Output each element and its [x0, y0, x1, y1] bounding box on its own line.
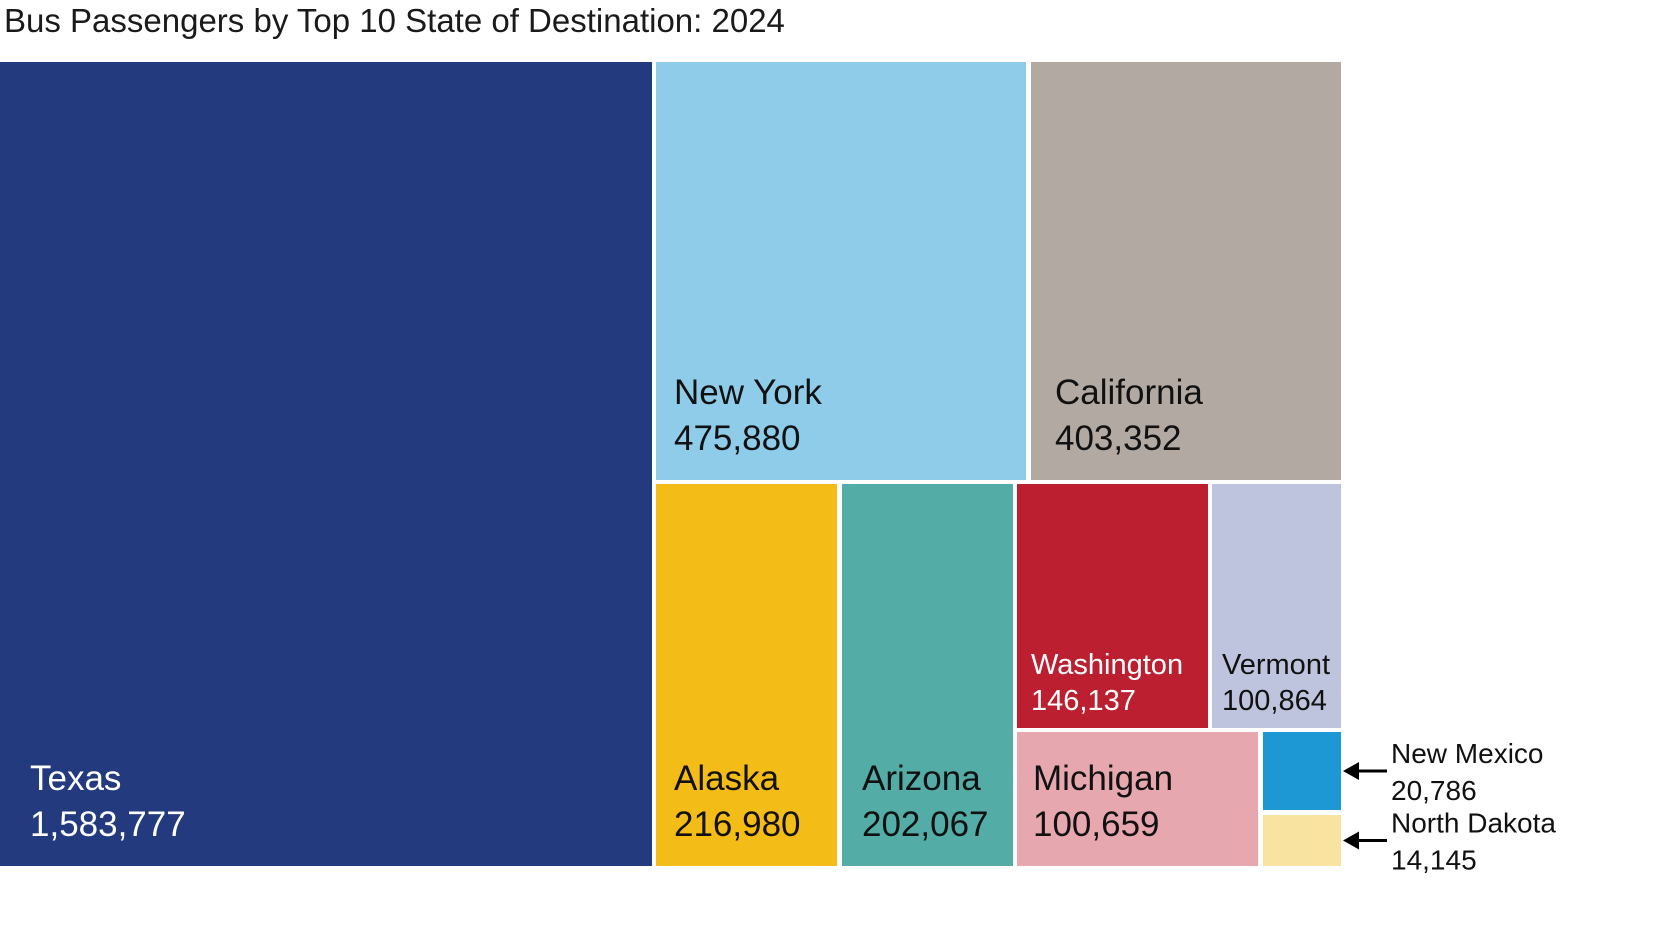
callout-arrowhead-north-dakota: [1343, 831, 1359, 850]
tile-rect-texas: [0, 62, 652, 866]
tile-rect-new-york: [656, 62, 1026, 480]
tile-texas: Texas 1,583,777: [0, 62, 652, 866]
tile-alaska: Alaska 216,980: [656, 484, 837, 866]
callout-value-new-mexico: 20,786: [1391, 775, 1477, 806]
tile-label-new-york: New York: [674, 373, 822, 412]
tile-michigan: Michigan 100,659: [1017, 732, 1258, 866]
tile-value-alaska: 216,980: [674, 805, 801, 844]
tile-washington: Washington 146,137: [1017, 484, 1208, 728]
callout-label-north-dakota: North Dakota: [1391, 808, 1556, 839]
tile-rect-north-dakota: [1263, 815, 1341, 866]
tile-rect-arizona: [842, 484, 1013, 866]
tile-value-michigan: 100,659: [1033, 805, 1160, 844]
tile-label-arizona: Arizona: [862, 759, 981, 798]
tile-label-michigan: Michigan: [1033, 759, 1173, 798]
tile-rect-michigan: [1017, 732, 1258, 866]
tile-value-arizona: 202,067: [862, 805, 989, 844]
tile-north-dakota: North Dakota 14,145: [1263, 808, 1556, 876]
tile-value-california: 403,352: [1055, 419, 1182, 458]
tile-label-alaska: Alaska: [674, 759, 780, 798]
tile-new-york: New York 475,880: [656, 62, 1026, 480]
tile-vermont: Vermont 100,864: [1212, 484, 1341, 728]
tile-label-texas: Texas: [30, 759, 121, 798]
tile-rect-california: [1031, 62, 1341, 480]
tile-label-california: California: [1055, 373, 1203, 412]
tile-value-vermont: 100,864: [1222, 685, 1327, 717]
tile-label-vermont: Vermont: [1222, 649, 1330, 681]
tile-value-washington: 146,137: [1031, 685, 1136, 717]
chart-title: Bus Passengers by Top 10 State of Destin…: [4, 2, 785, 39]
callout-label-new-mexico: New Mexico: [1391, 738, 1543, 769]
tile-rect-washington: [1017, 484, 1208, 728]
tile-value-new-york: 475,880: [674, 419, 801, 458]
tile-rect-vermont: [1212, 484, 1341, 728]
callout-arrowhead-new-mexico: [1343, 762, 1359, 780]
tile-value-texas: 1,583,777: [30, 805, 186, 844]
tile-california: California 403,352: [1031, 62, 1341, 480]
tile-rect-alaska: [656, 484, 837, 866]
tile-new-mexico: New Mexico 20,786: [1263, 732, 1543, 810]
callout-value-north-dakota: 14,145: [1391, 845, 1477, 876]
tile-label-washington: Washington: [1031, 649, 1183, 681]
tile-rect-new-mexico: [1263, 732, 1341, 810]
tile-arizona: Arizona 202,067: [842, 484, 1013, 866]
